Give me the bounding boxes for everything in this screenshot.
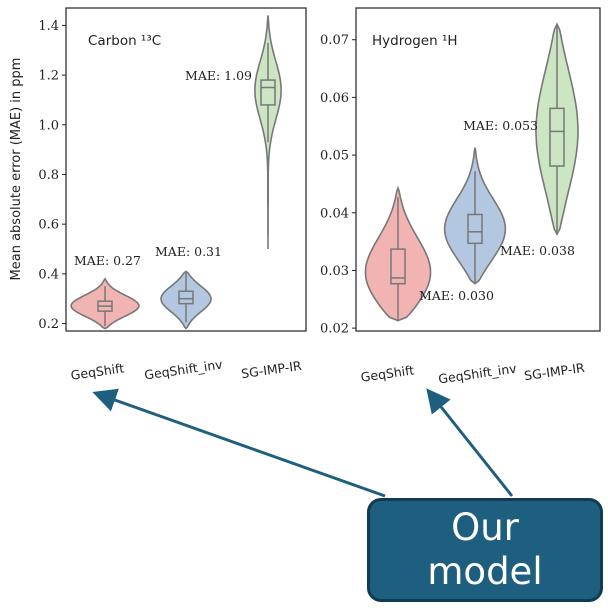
carbon-category-label-0: GeqShift	[70, 360, 125, 382]
hydrogen-ytick-label: 0.06	[320, 91, 349, 106]
hydrogen-ytick-label: 0.02	[320, 322, 349, 337]
hydrogen-category-label-2: SG-IMP-IR	[523, 360, 586, 383]
hydrogen-ytick-label: 0.05	[320, 149, 349, 164]
carbon-iqr-box-1	[178, 290, 194, 305]
hydrogen-iqr-box-1	[467, 213, 483, 245]
carbon-ytick-label: 1.4	[38, 19, 59, 34]
hydrogen-category-label-0: GeqShift	[360, 362, 415, 384]
hydrogen-title: Hydrogen ¹H	[372, 33, 458, 49]
hydrogen-mae-label-1: MAE: 0.038	[500, 243, 575, 258]
carbon-mae-label-1: MAE: 0.31	[155, 244, 222, 259]
carbon-category-label-2: SG-IMP-IR	[240, 358, 303, 381]
carbon-category-label-1: GeqShift_inv	[143, 357, 224, 383]
callout-text: Our model	[427, 506, 543, 593]
carbon-violin-0	[70, 277, 140, 330]
carbon-ytick-label: 1.2	[38, 69, 59, 84]
hydrogen-iqr-box-2	[549, 107, 565, 167]
carbon-panel: Carbon ¹³C Mean absolute error (MAE) in …	[9, 7, 307, 383]
arrow-to-carbon-geqshift	[92, 388, 386, 498]
hydrogen-mae-label-2: MAE: 0.053	[463, 118, 538, 133]
y-axis-label: Mean absolute error (MAE) in ppm	[9, 58, 24, 281]
arrow-to-hydrogen-geqshift-inv	[426, 388, 514, 497]
hydrogen-ytick-label: 0.03	[320, 264, 349, 279]
hydrogen-ytick-label: 0.04	[320, 206, 349, 221]
hydrogen-mae-label-0: MAE: 0.030	[419, 288, 494, 303]
our-model-callout: Our model	[367, 498, 603, 602]
hydrogen-ytick-label: 0.07	[320, 33, 349, 48]
carbon-ytick-label: 1.0	[38, 118, 59, 133]
carbon-mae-label-2: MAE: 1.09	[185, 68, 252, 83]
carbon-iqr-box-2	[260, 79, 276, 106]
carbon-mae-label-0: MAE: 0.27	[74, 253, 141, 268]
hydrogen-iqr-box-0	[390, 248, 406, 285]
hydrogen-category-label-1: GeqShift_inv	[437, 361, 518, 387]
hydrogen-panel: Hydrogen ¹H 0.02 0.03 0.04 0.05 0.06 0.07 MAE…	[320, 7, 601, 387]
carbon-plot-frame	[65, 7, 307, 332]
carbon-violin-1	[160, 270, 212, 330]
carbon-ytick-label: 0.8	[38, 168, 59, 183]
hydrogen-plot-frame	[355, 7, 601, 332]
carbon-ytick-label: 0.6	[38, 218, 59, 233]
carbon-ytick-label: 0.4	[38, 267, 59, 282]
carbon-title: Carbon ¹³C	[88, 33, 161, 49]
carbon-ytick-label: 0.2	[38, 317, 59, 332]
